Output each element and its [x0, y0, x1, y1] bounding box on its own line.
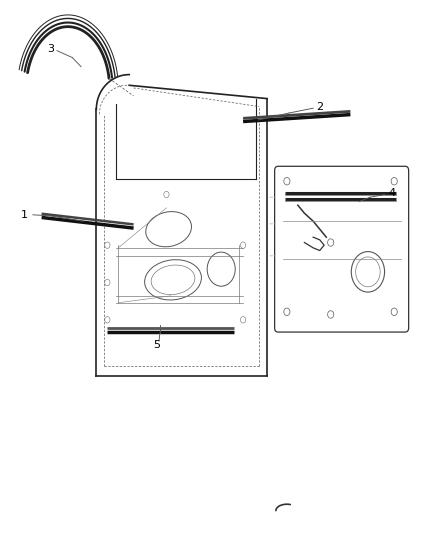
Text: 1: 1	[21, 210, 28, 220]
Text: 4: 4	[389, 188, 396, 198]
Text: 2: 2	[316, 102, 323, 111]
Text: 3: 3	[47, 44, 54, 54]
Text: 5: 5	[153, 341, 160, 350]
